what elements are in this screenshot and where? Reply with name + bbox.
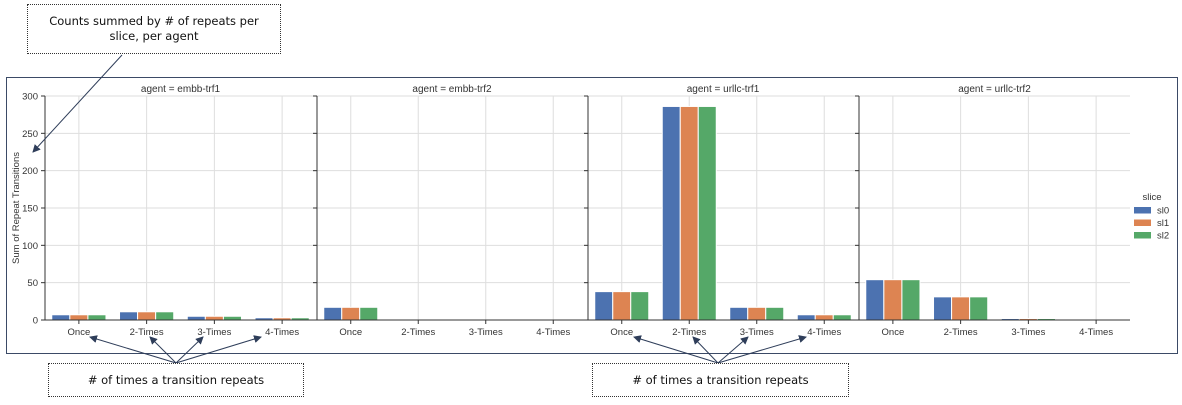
arrow-left-3times [175,336,204,364]
x-tick-label: 4-Times [807,327,841,338]
x-tick-label: 2-Times [401,327,435,338]
y-tick-label: 0 [33,316,38,327]
bottom-left-annotation: # of times a transition repeats [48,363,304,397]
x-tick-label: 2-Times [672,327,706,338]
legend-label-sl1: sl1 [1157,218,1169,229]
x-tick-label: 4-Times [1079,327,1113,338]
x-tick-label: 2-Times [944,327,978,338]
arrow-top-note [32,54,123,153]
facet-title: agent = urllc-trf1 [687,84,760,95]
legend-swatch-sl2 [1134,232,1151,239]
x-tick-label: 3-Times [197,327,231,338]
top-annotation: Counts summed by # of repeats per slice,… [27,4,281,54]
x-tick-label: Once [68,327,91,338]
y-tick-label: 250 [22,129,38,140]
x-tick-label: 2-Times [130,327,164,338]
y-tick-label: 150 [22,204,38,215]
legend-swatch-sl0 [1134,207,1151,214]
legend-label-sl0: sl0 [1157,206,1169,217]
legend-title: slice [1142,192,1161,203]
facet-title: agent = embb-trf2 [412,84,492,95]
y-tick-label: 50 [27,278,38,289]
chart-frame [6,77,1178,354]
arrow-right-once [633,335,719,364]
facet-title: agent = urllc-trf2 [958,84,1031,95]
x-tick-label: 3-Times [469,327,503,338]
arrow-left-once [89,335,177,364]
arrow-right-3times [717,336,749,364]
x-tick-label: Once [882,327,905,338]
arrow-right-2times [692,336,719,364]
y-tick-label: 100 [22,241,38,252]
x-tick-label: Once [339,327,362,338]
arrow-left-2times [149,336,177,364]
x-tick-label: 3-Times [740,327,774,338]
bottom-right-annotation: # of times a transition repeats [592,363,849,397]
arrow-left-4times [175,335,262,364]
top-annotation-text: Counts summed by # of repeats per slice,… [49,14,259,43]
x-tick-label: Once [610,327,633,338]
x-tick-label: 4-Times [265,327,299,338]
x-tick-label: 3-Times [1011,327,1045,338]
y-tick-label: 300 [22,92,38,103]
bottom-right-annotation-text: # of times a transition repeats [632,372,809,387]
facet-title: agent = embb-trf1 [141,84,221,95]
y-tick-label: 200 [22,166,38,177]
legend-swatch-sl1 [1134,219,1151,226]
y-axis-label: Sum of Repeat Transitions [11,152,22,264]
legend-label-sl2: sl2 [1157,231,1169,242]
arrow-right-4times [717,335,807,364]
bottom-left-annotation-text: # of times a transition repeats [87,372,265,387]
x-tick-label: 4-Times [536,327,570,338]
